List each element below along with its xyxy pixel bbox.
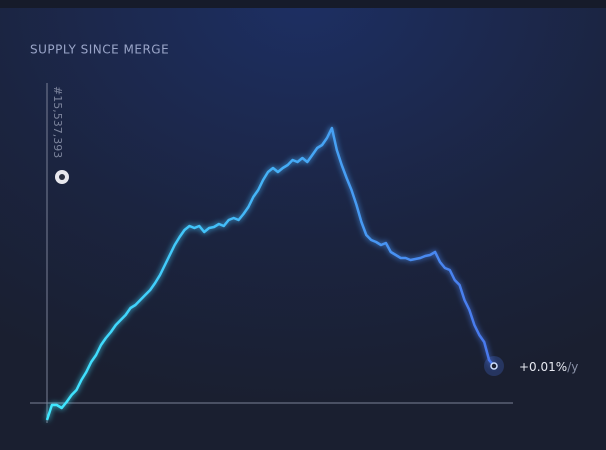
end-unit: /y bbox=[567, 360, 578, 374]
block-label: #15,537,393 bbox=[51, 86, 64, 158]
end-dot bbox=[490, 362, 498, 370]
chart-title: SUPPLY SINCE MERGE bbox=[30, 43, 169, 57]
top-bar bbox=[0, 0, 606, 8]
block-icon-inner bbox=[59, 174, 65, 180]
end-label: +0.01%/y bbox=[519, 360, 578, 374]
supply-line bbox=[45, 126, 495, 421]
end-value: +0.01% bbox=[519, 360, 567, 374]
